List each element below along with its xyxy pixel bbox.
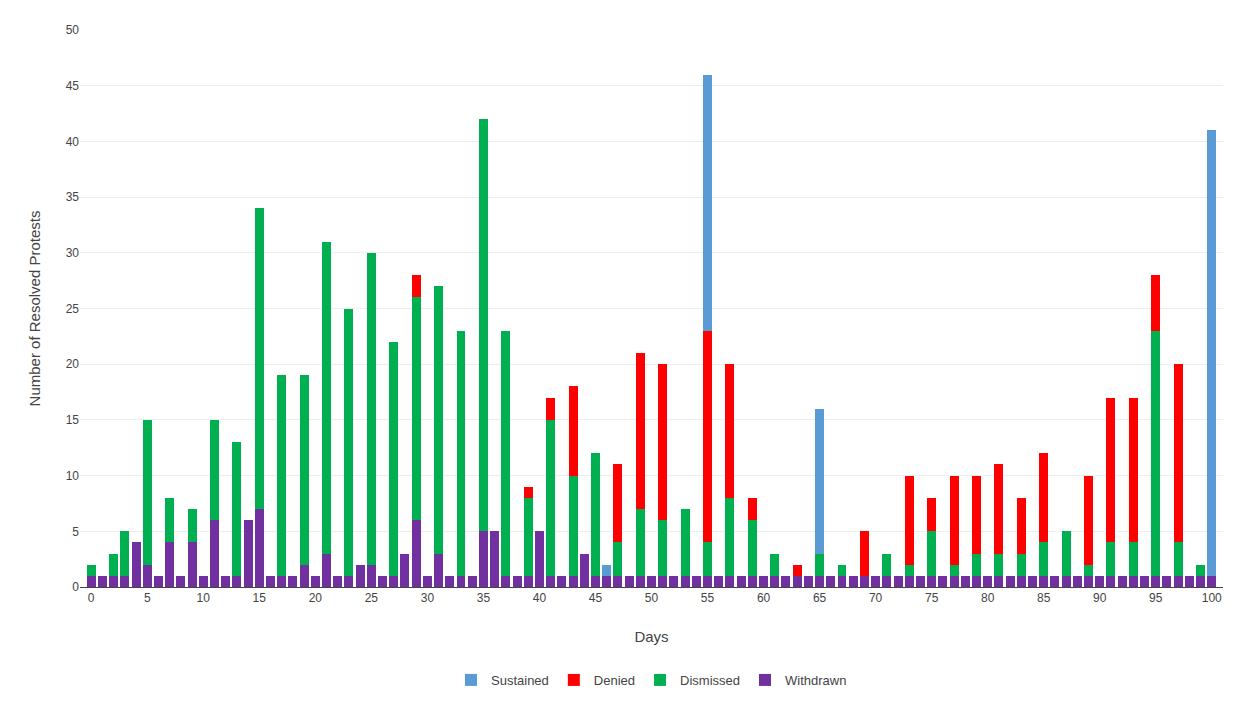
svg-text:25: 25 bbox=[365, 591, 379, 605]
svg-text:20: 20 bbox=[309, 591, 323, 605]
svg-text:55: 55 bbox=[701, 591, 715, 605]
svg-text:Days: Days bbox=[634, 628, 668, 645]
svg-text:30: 30 bbox=[66, 246, 80, 260]
svg-text:75: 75 bbox=[925, 591, 939, 605]
svg-text:Denied: Denied bbox=[594, 673, 635, 688]
svg-text:0: 0 bbox=[72, 580, 79, 594]
svg-text:40: 40 bbox=[66, 135, 80, 149]
svg-text:50: 50 bbox=[66, 23, 80, 37]
svg-text:90: 90 bbox=[1093, 591, 1107, 605]
svg-text:Sustained: Sustained bbox=[491, 673, 549, 688]
svg-text:Number of Resolved Protests: Number of Resolved Protests bbox=[26, 211, 43, 407]
svg-text:45: 45 bbox=[589, 591, 603, 605]
svg-text:5: 5 bbox=[72, 525, 79, 539]
svg-text:85: 85 bbox=[1037, 591, 1051, 605]
svg-text:50: 50 bbox=[645, 591, 659, 605]
svg-text:40: 40 bbox=[533, 591, 547, 605]
svg-text:30: 30 bbox=[421, 591, 435, 605]
svg-text:10: 10 bbox=[197, 591, 211, 605]
svg-text:35: 35 bbox=[66, 190, 80, 204]
svg-text:95: 95 bbox=[1149, 591, 1163, 605]
svg-text:15: 15 bbox=[66, 413, 80, 427]
svg-text:25: 25 bbox=[66, 302, 80, 316]
svg-text:35: 35 bbox=[477, 591, 491, 605]
svg-text:0: 0 bbox=[88, 591, 95, 605]
svg-text:45: 45 bbox=[66, 79, 80, 93]
svg-text:10: 10 bbox=[66, 469, 80, 483]
svg-text:Withdrawn: Withdrawn bbox=[785, 673, 846, 688]
svg-text:70: 70 bbox=[869, 591, 883, 605]
svg-text:100: 100 bbox=[1202, 591, 1222, 605]
svg-text:65: 65 bbox=[813, 591, 827, 605]
svg-text:15: 15 bbox=[253, 591, 267, 605]
svg-text:5: 5 bbox=[144, 591, 151, 605]
svg-text:80: 80 bbox=[981, 591, 995, 605]
svg-text:Dismissed: Dismissed bbox=[680, 673, 740, 688]
svg-text:20: 20 bbox=[66, 357, 80, 371]
svg-text:60: 60 bbox=[757, 591, 771, 605]
